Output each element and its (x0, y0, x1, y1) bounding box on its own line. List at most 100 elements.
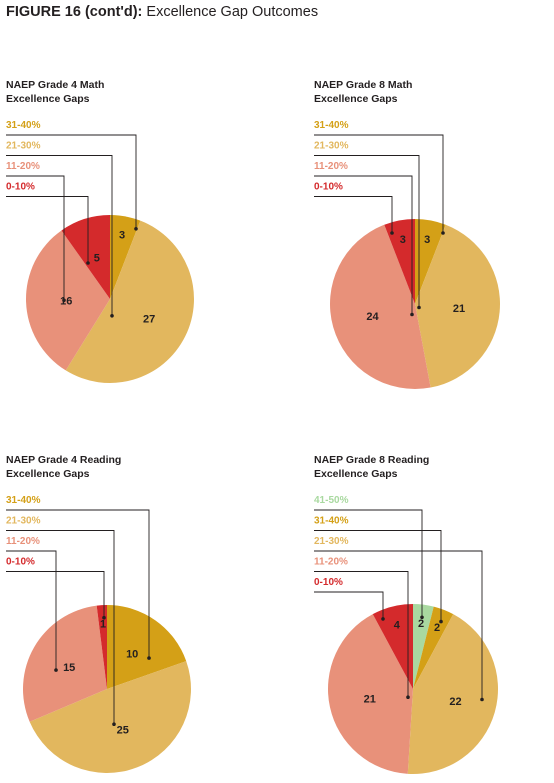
legend-label-41to50: 41-50% (314, 495, 349, 506)
pie-slice-11to20 (327, 614, 413, 774)
pie-slice-31to40 (415, 219, 446, 304)
chart-title-line2: Excellence Gaps (6, 468, 90, 480)
pie-slice-0to10 (372, 604, 413, 689)
pie-value-label-0to10: 5 (94, 252, 100, 264)
pie-slice-21to30 (29, 661, 191, 773)
leader-dot-0to10 (390, 231, 394, 235)
pie-value-label-11to20: 16 (60, 295, 72, 307)
pie-slice-11to20 (330, 224, 431, 389)
leader-lines (314, 134, 445, 317)
legend: 31-40% 21-30% 11-20% 0-10% (6, 120, 41, 193)
leader-line-11to20 (6, 175, 65, 301)
pie-value-label-21to30: 22 (449, 696, 461, 708)
pie-slice-11to20 (22, 605, 108, 722)
figure-label: FIGURE 16 (cont'd): (6, 4, 143, 20)
legend: 41-50% 31-40% 21-30% 11-20% 0-10% (314, 495, 349, 588)
leader-line-11to20 (314, 571, 409, 698)
chart-title-line1: NAEP Grade 8 Reading (314, 454, 430, 466)
leader-line-11to20 (6, 550, 57, 671)
legend-label-21to30: 21-30% (6, 516, 41, 527)
chart-title-line1: NAEP Grade 4 Reading (6, 454, 122, 466)
pie-value-label-21to30: 21 (453, 303, 465, 315)
leader-line-21to30 (6, 155, 113, 316)
legend-label-11to20: 11-20% (6, 536, 40, 547)
leader-line-0to10 (314, 196, 393, 233)
leader-line-0to10 (314, 591, 384, 619)
value-labels: 10 25 15 1 (63, 619, 138, 737)
legend-label-0to10: 0-10% (314, 577, 343, 588)
leader-line-31to40 (6, 134, 137, 229)
leader-line-31to40 (314, 134, 444, 233)
chart-title-grade4-reading: NAEP Grade 4 Reading Excellence Gaps (6, 453, 121, 481)
leader-line-31to40 (314, 530, 442, 622)
legend-label-11to20: 11-20% (314, 557, 348, 568)
chart-title-line1: NAEP Grade 4 Math (6, 79, 105, 91)
pie-slice-11to20 (26, 230, 110, 371)
chart-title-line2: Excellence Gaps (314, 93, 398, 105)
value-labels: 3 27 16 5 (60, 230, 155, 326)
legend-label-21to30: 21-30% (314, 141, 349, 152)
pie-value-label-31to40: 3 (119, 230, 125, 242)
leader-dot-11to20 (54, 668, 58, 672)
leader-dot-0to10 (102, 615, 106, 620)
leader-line-21to30 (314, 155, 420, 308)
legend-label-21to30: 21-30% (6, 141, 41, 152)
leader-line-0to10 (6, 196, 89, 263)
figure-title-text: Excellence Gap Outcomes (146, 4, 319, 20)
figure-title: FIGURE 16 (cont'd): Excellence Gap Outco… (6, 4, 318, 20)
pie-value-label-0to10: 1 (100, 619, 106, 631)
leader-dot-21to30 (480, 697, 484, 702)
chart-title-line1: NAEP Grade 8 Math (314, 79, 413, 91)
chart-title-line2: Excellence Gaps (6, 93, 90, 105)
legend-label-31to40: 31-40% (6, 495, 41, 506)
pie-slices (22, 605, 191, 773)
legend: 31-40% 21-30% 11-20% 0-10% (6, 495, 41, 568)
leader-line-21to30 (6, 530, 115, 725)
leader-lines (314, 509, 484, 702)
value-labels: 3 21 24 3 (366, 234, 465, 323)
pie-chart-2: 3 21 24 3 31-40% 21-30% 11-20% 0-10% (314, 120, 500, 389)
leader-line-41to50 (314, 509, 423, 618)
leader-dot-31to40 (134, 227, 138, 231)
legend-label-0to10: 0-10% (6, 557, 35, 568)
chart-title-grade8-reading: NAEP Grade 8 Reading Excellence Gaps (314, 453, 429, 481)
leader-line-11to20 (314, 175, 413, 315)
leader-dot-21to30 (112, 722, 116, 726)
pie-slices (330, 219, 500, 389)
pie-slice-21to30 (407, 614, 499, 775)
pie-value-label-41to50: 2 (418, 618, 424, 630)
legend-label-31to40: 31-40% (314, 120, 349, 131)
chart-title-grade8-math: NAEP Grade 8 Math Excellence Gaps (314, 78, 412, 106)
pie-slices (26, 215, 194, 383)
legend-label-0to10: 0-10% (314, 182, 343, 193)
legend-label-31to40: 31-40% (6, 120, 41, 131)
leader-dot-31to40 (147, 656, 151, 660)
pie-value-label-21to30: 25 (117, 725, 129, 737)
pie-chart-1: 3 27 16 5 31-40% 21-30% 11-20% 0-10% (6, 120, 194, 383)
pie-value-label-21to30: 27 (143, 314, 155, 326)
pie-slice-0to10 (384, 219, 415, 304)
legend: 31-40% 21-30% 11-20% 0-10% (314, 120, 349, 193)
pie-value-label-31to40: 2 (434, 622, 440, 634)
chart-title-grade4-math: NAEP Grade 4 Math Excellence Gaps (6, 78, 104, 106)
pie-slice-0to10 (96, 605, 107, 689)
pie-slices (327, 604, 499, 775)
legend-label-11to20: 11-20% (6, 161, 40, 172)
chart-title-line2: Excellence Gaps (314, 468, 398, 480)
leader-dot-21to30 (417, 305, 421, 310)
leader-dot-41to50 (420, 615, 424, 620)
leader-dot-21to30 (110, 314, 114, 318)
pie-value-label-11to20: 21 (364, 694, 376, 706)
pie-slice-31to40 (107, 605, 187, 689)
pie-value-label-31to40: 3 (424, 234, 430, 246)
pie-slice-31to40 (413, 606, 454, 689)
pie-slice-31to40 (110, 215, 141, 299)
leader-line-0to10 (6, 571, 105, 618)
leader-dot-11to20 (62, 298, 66, 303)
leader-dot-31to40 (439, 619, 443, 624)
leader-dot-0to10 (86, 261, 90, 265)
leader-line-31to40 (6, 509, 150, 659)
